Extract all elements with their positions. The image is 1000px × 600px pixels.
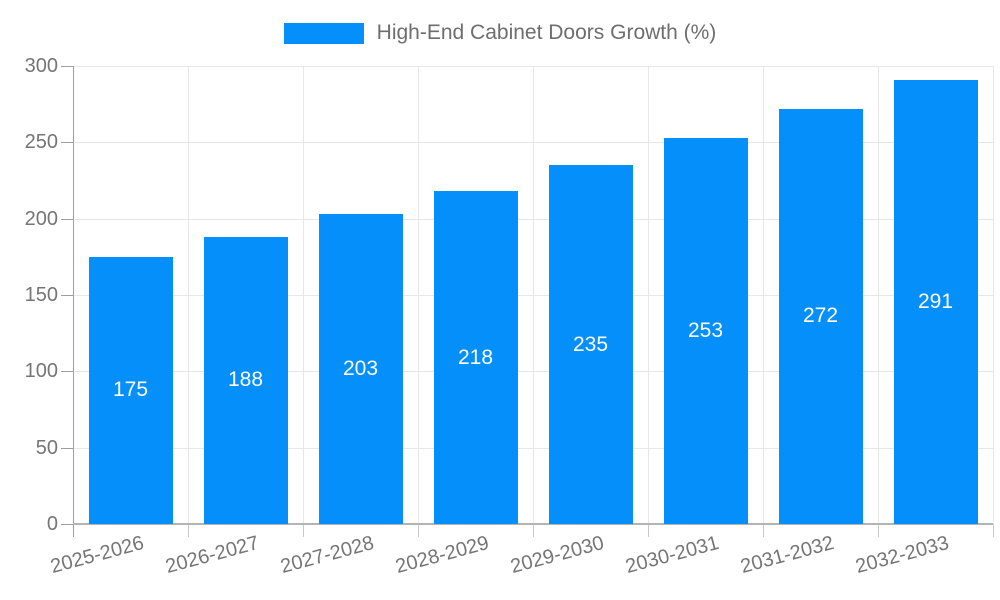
y-axis-tick (61, 66, 73, 67)
bar-value-label: 175 (112, 378, 149, 402)
x-axis-tick (418, 524, 419, 537)
x-axis-tick (188, 524, 189, 537)
bar-value-label: 253 (687, 318, 724, 342)
x-category-label: 2031-2032 (738, 532, 837, 579)
y-axis-line (73, 66, 74, 537)
y-tick-label: 50 (35, 436, 58, 459)
y-tick-label: 150 (24, 284, 58, 306)
x-axis-tick (303, 524, 304, 537)
x-category-label: 2030-2031 (623, 532, 722, 579)
y-tick-label: 200 (24, 207, 58, 230)
x-category-label: 2027-2028 (278, 532, 377, 579)
y-axis-tick (61, 371, 73, 373)
x-category-label: 2026-2027 (163, 532, 262, 579)
y-axis-tick (61, 524, 73, 525)
x-category-label: 2028-2029 (393, 532, 492, 579)
x-gridline (878, 66, 879, 524)
bar-value-label: 272 (802, 304, 839, 328)
legend-label: High-End Cabinet Doors Growth (%) (376, 21, 717, 44)
x-gridline (648, 66, 649, 524)
bar: 291 (893, 79, 978, 524)
bar: 218 (433, 191, 518, 524)
x-axis-tick (648, 524, 649, 537)
x-gridline (303, 66, 304, 524)
x-category-label: 2032-2033 (853, 532, 952, 579)
bar-value-label: 218 (457, 345, 494, 369)
legend[interactable]: High-End Cabinet Doors Growth (%) (0, 20, 1000, 46)
bar-value-label: 291 (917, 289, 954, 313)
bar: 235 (548, 165, 633, 524)
x-category-label: 2029-2030 (508, 532, 607, 579)
y-axis-tick (61, 218, 73, 220)
y-axis-tick (61, 295, 73, 296)
x-axis-tick (763, 524, 764, 537)
y-tick-label: 100 (24, 360, 58, 383)
x-axis-tick (878, 524, 879, 537)
x-gridline (763, 66, 764, 524)
bar: 203 (318, 214, 403, 524)
bar-value-label: 235 (572, 332, 609, 356)
y-axis-tick (61, 142, 73, 144)
y-tick-label: 300 (24, 55, 58, 77)
x-axis-line (73, 523, 993, 525)
x-gridline (418, 66, 419, 524)
bar: 188 (203, 236, 288, 524)
x-gridline (533, 66, 534, 524)
x-category-label: 2025-2026 (48, 532, 147, 579)
legend-swatch-icon (283, 22, 364, 44)
x-axis-tick (533, 524, 534, 537)
bar-value-label: 188 (227, 368, 264, 392)
y-tick-label: 0 (46, 513, 58, 535)
x-axis-tick (993, 524, 994, 537)
bar: 253 (663, 137, 748, 524)
bar: 272 (778, 108, 863, 524)
bar: 175 (88, 256, 173, 524)
y-tick-label: 250 (24, 131, 58, 154)
x-gridline (188, 66, 189, 524)
x-gridline (993, 66, 994, 524)
y-axis-tick (61, 447, 73, 449)
bar-value-label: 203 (342, 357, 379, 381)
